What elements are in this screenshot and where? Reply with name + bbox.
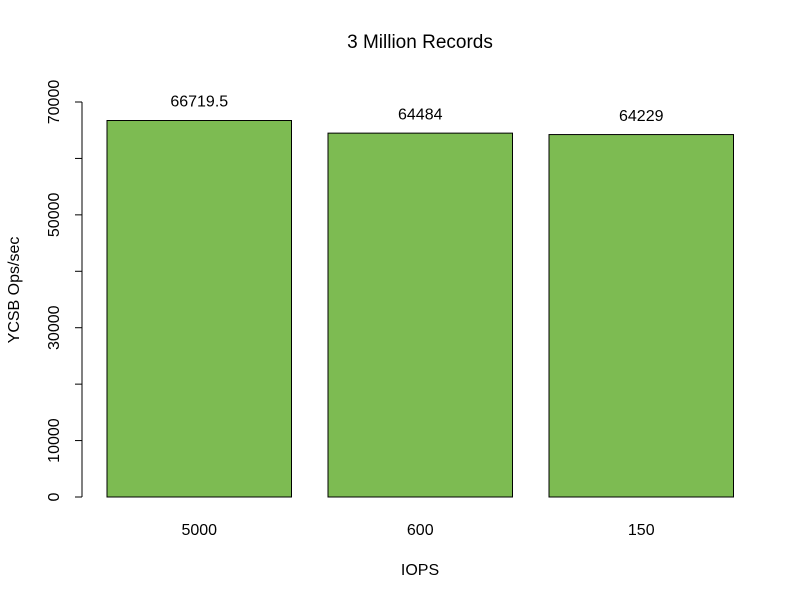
y-tick-label: 0 [46,492,63,501]
value-label: 64484 [398,106,443,123]
x-tick-label: 150 [628,522,655,539]
chart-title: 3 Million Records [347,32,493,53]
y-tick-label: 30000 [46,305,63,350]
bar [548,134,734,498]
bar [106,120,292,498]
value-label: 64229 [619,108,664,125]
y-tick-label: 50000 [46,193,63,238]
y-tick-label: 70000 [46,80,63,125]
x-tick-label: 600 [407,522,434,539]
y-axis-label: YCSB Ops/sec [6,237,23,344]
x-axis-label: IOPS [401,562,439,579]
bar [327,132,513,498]
y-tick-label: 10000 [46,418,63,463]
value-label: 66719.5 [170,94,228,111]
x-tick-label: 5000 [181,522,217,539]
